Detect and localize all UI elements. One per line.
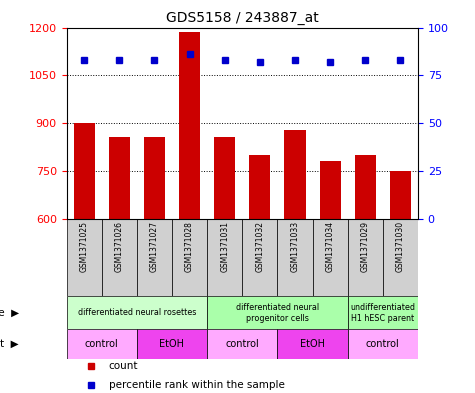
- Bar: [277, 219, 313, 296]
- Text: GSM1371026: GSM1371026: [115, 221, 124, 272]
- Text: GSM1371030: GSM1371030: [396, 221, 405, 272]
- Text: GSM1371031: GSM1371031: [220, 221, 229, 272]
- Bar: [144, 138, 165, 219]
- Bar: [313, 219, 348, 296]
- Text: differentiated neural
progenitor cells: differentiated neural progenitor cells: [236, 303, 319, 323]
- Text: percentile rank within the sample: percentile rank within the sample: [109, 380, 285, 389]
- Title: GDS5158 / 243887_at: GDS5158 / 243887_at: [166, 11, 319, 25]
- Bar: [66, 329, 137, 359]
- Bar: [66, 296, 207, 329]
- Text: GSM1371025: GSM1371025: [80, 221, 88, 272]
- Bar: [172, 219, 207, 296]
- Bar: [207, 296, 348, 329]
- Bar: [137, 219, 172, 296]
- Bar: [242, 219, 277, 296]
- Text: undifferentiated
H1 hESC parent: undifferentiated H1 hESC parent: [351, 303, 415, 323]
- Text: differentiated neural rosettes: differentiated neural rosettes: [77, 309, 196, 318]
- Text: control: control: [366, 339, 400, 349]
- Bar: [348, 329, 418, 359]
- Text: control: control: [225, 339, 259, 349]
- Text: GSM1371029: GSM1371029: [361, 221, 370, 272]
- Bar: [137, 329, 207, 359]
- Bar: [109, 136, 130, 219]
- Bar: [102, 219, 137, 296]
- Bar: [348, 219, 383, 296]
- Text: count: count: [109, 361, 138, 371]
- Bar: [66, 219, 102, 296]
- Bar: [74, 123, 95, 219]
- Bar: [277, 329, 348, 359]
- Text: EtOH: EtOH: [160, 339, 184, 349]
- Text: GSM1371034: GSM1371034: [326, 221, 334, 272]
- Bar: [348, 296, 418, 329]
- Bar: [207, 329, 277, 359]
- Bar: [249, 155, 270, 219]
- Text: GSM1371032: GSM1371032: [256, 221, 264, 272]
- Text: cell type  ▶: cell type ▶: [0, 308, 19, 318]
- Text: GSM1371033: GSM1371033: [291, 221, 299, 272]
- Bar: [390, 171, 411, 219]
- Text: control: control: [85, 339, 119, 349]
- Text: agent  ▶: agent ▶: [0, 339, 19, 349]
- Bar: [285, 130, 305, 219]
- Bar: [383, 219, 418, 296]
- Text: EtOH: EtOH: [300, 339, 325, 349]
- Text: GSM1371027: GSM1371027: [150, 221, 159, 272]
- Bar: [207, 219, 242, 296]
- Bar: [320, 162, 341, 219]
- Text: GSM1371028: GSM1371028: [185, 221, 194, 272]
- Bar: [214, 138, 235, 219]
- Bar: [355, 155, 376, 219]
- Bar: [179, 32, 200, 219]
